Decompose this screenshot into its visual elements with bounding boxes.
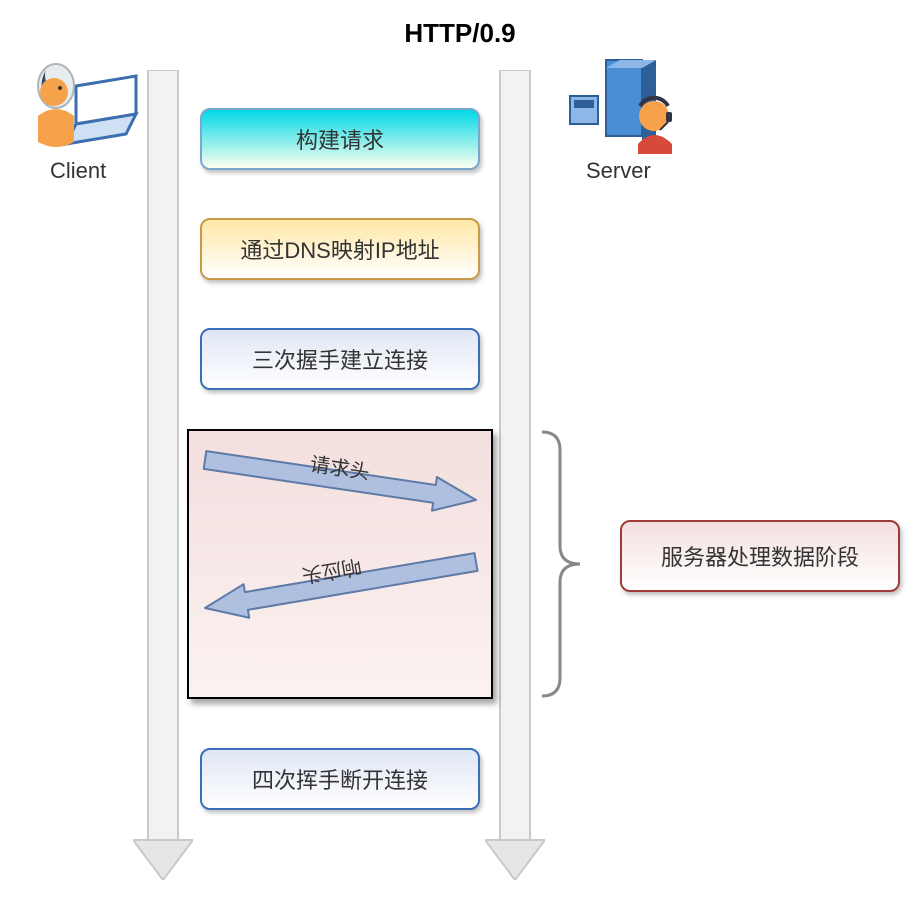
exchange-box: [0, 0, 920, 906]
server-processing-box: 服务器处理数据阶段: [620, 520, 900, 592]
brace-icon: [536, 430, 586, 698]
diagram-canvas: HTTP/0.9 Client Server: [0, 0, 920, 906]
side-box-label: 服务器处理数据阶段: [661, 540, 859, 572]
